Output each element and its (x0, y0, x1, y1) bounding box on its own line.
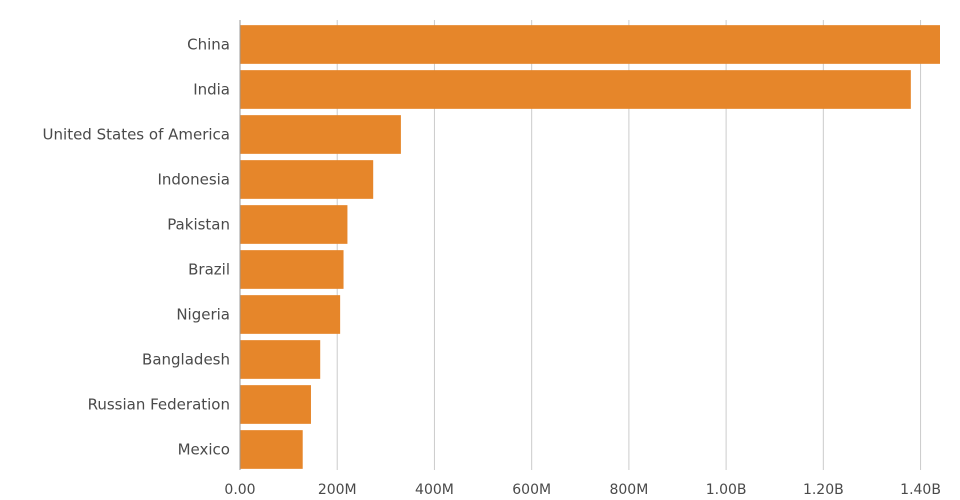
x-tick-label: 200M (318, 482, 357, 498)
category-label: United States of America (43, 126, 230, 144)
x-tick-label: 1.00B (706, 482, 747, 498)
x-axis-ticks: 0.00 200M 400M 600M 800M 1.00B 1.20B 1.40B (224, 482, 941, 498)
category-label: Russian Federation (88, 396, 230, 414)
bar (240, 295, 341, 334)
x-tick-label: 600M (512, 482, 551, 498)
x-tick-label: 0.00 (224, 482, 255, 498)
bar (240, 250, 344, 289)
x-tick-label: 400M (415, 482, 454, 498)
category-label: Pakistan (167, 216, 230, 234)
category-label: Mexico (178, 441, 230, 459)
bar (240, 430, 303, 469)
x-tick-label: 800M (609, 482, 648, 498)
category-label: China (187, 36, 230, 54)
x-tick-label: 1.20B (803, 482, 844, 498)
bar (240, 115, 401, 154)
category-labels: China India United States of America Indone… (43, 36, 230, 459)
category-label: India (193, 81, 230, 99)
category-label: Brazil (188, 261, 230, 279)
x-tick-label: 1.40B (900, 482, 941, 498)
bar (240, 25, 940, 64)
bar (240, 385, 311, 424)
category-label: Bangladesh (142, 351, 230, 369)
bars (240, 25, 940, 469)
bar (240, 160, 374, 199)
category-label: Indonesia (157, 171, 230, 189)
category-label: Nigeria (176, 306, 230, 324)
bar (240, 70, 911, 109)
bar (240, 340, 321, 379)
bar (240, 205, 348, 244)
